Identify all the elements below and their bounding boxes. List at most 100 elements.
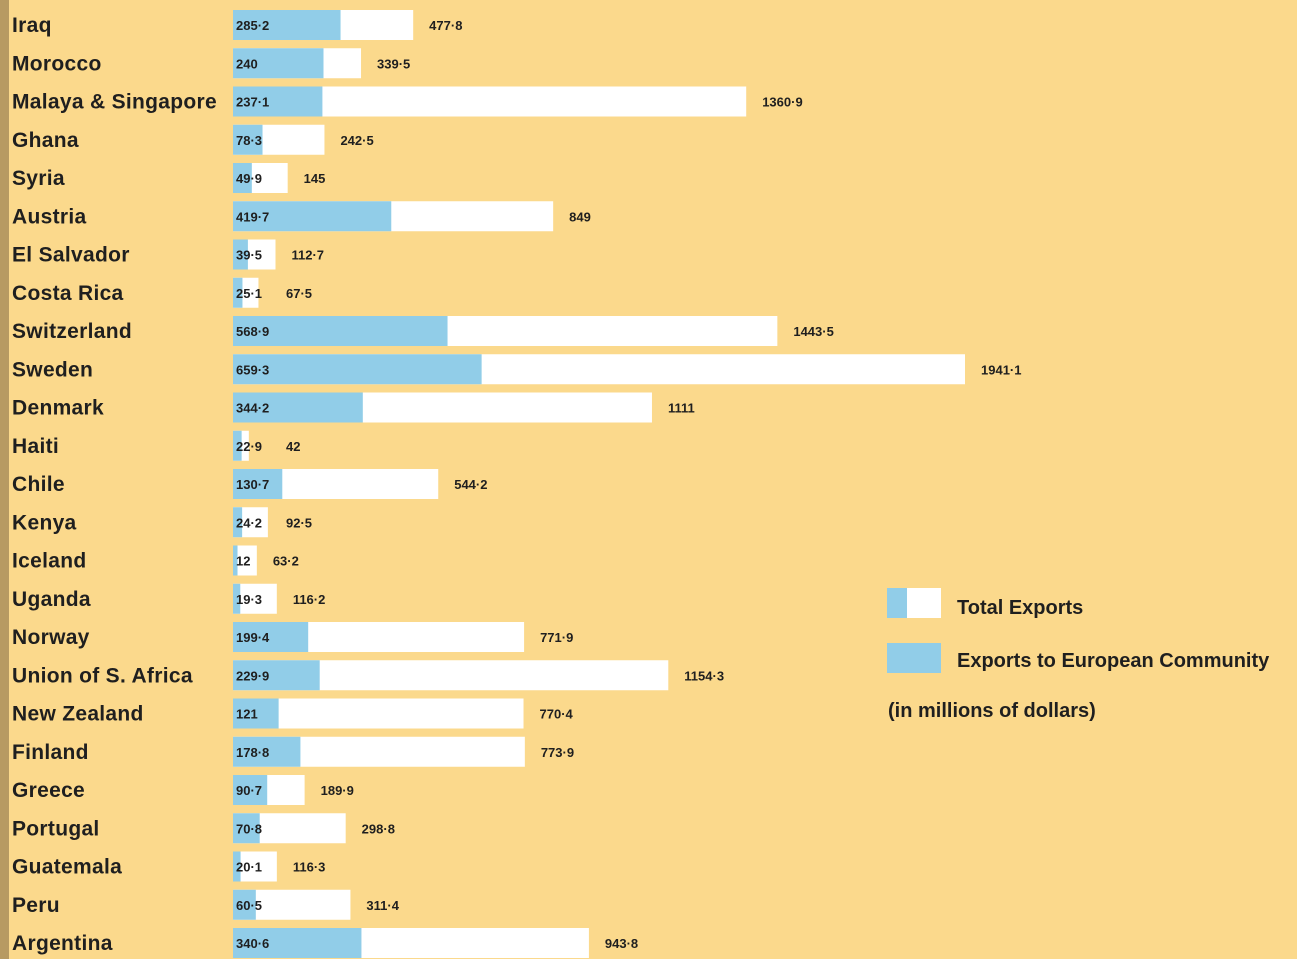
total-value-label: 1111 (668, 401, 695, 416)
ec-bar (233, 813, 260, 844)
category-label: Malaya & Singapore (12, 91, 217, 114)
total-value-label: 943·8 (605, 936, 638, 951)
ec-bar (233, 545, 238, 576)
ec-value-label: 39·5 (236, 248, 262, 263)
ec-bar (233, 239, 248, 270)
category-label: Peru (12, 894, 60, 917)
ec-value-label: 285·2 (236, 18, 269, 33)
ec-value-label: 25·1 (236, 286, 262, 301)
ec-value-label: 419·7 (236, 209, 269, 224)
ec-value-label: 568·9 (236, 324, 269, 339)
legend: Total Exports Exports to European Commun… (887, 588, 1270, 673)
ec-value-label: 240 (236, 56, 258, 71)
total-value-label: 773·9 (541, 745, 574, 760)
ec-value-label: 229·9 (236, 668, 269, 683)
total-value-label: 311·4 (366, 898, 399, 913)
ec-bar (233, 583, 241, 614)
ec-bar (233, 889, 256, 920)
ec-value-label: 178·8 (236, 745, 269, 760)
category-label: Portugal (12, 817, 100, 840)
total-bar (233, 545, 257, 576)
ec-value-label: 22·9 (236, 439, 262, 454)
ec-value-label: 60·5 (236, 898, 262, 913)
ec-bar (233, 469, 283, 499)
category-label: Uganda (12, 588, 91, 611)
total-value-label: 298·8 (362, 821, 395, 836)
total-value-label: 544·2 (454, 477, 487, 492)
ec-bar (233, 163, 252, 193)
category-label: Argentina (12, 932, 113, 955)
total-bar (233, 583, 277, 614)
legend-ec-swatch (887, 643, 941, 673)
ec-value-label: 659·3 (236, 362, 269, 377)
total-value-label: 477·8 (429, 18, 462, 33)
ec-value-label: 340·6 (236, 936, 269, 951)
ec-value-label: 12 (236, 554, 250, 569)
ec-bar (233, 354, 482, 385)
total-value-label: 1360·9 (762, 95, 802, 110)
category-label: Iraq (12, 14, 52, 37)
ec-value-label: 49·9 (236, 171, 262, 186)
ec-bar (233, 277, 243, 308)
legend-total-label: Total Exports (957, 597, 1083, 619)
ec-value-label: 237·1 (236, 95, 269, 110)
ec-bar (233, 48, 324, 79)
ec-bar (233, 392, 363, 423)
ec-value-label: 90·7 (236, 783, 262, 798)
total-value-label: 1941·1 (981, 362, 1021, 377)
ec-value-label: 121 (236, 707, 258, 722)
ec-bar (233, 430, 242, 461)
legend-total-swatch-ec-part (887, 588, 907, 618)
total-value-label: 242·5 (340, 133, 373, 148)
units-note: (in millions of dollars) (888, 700, 1096, 722)
category-label: Syria (12, 167, 65, 190)
ec-bar (233, 86, 323, 117)
total-value-label: 1154·3 (684, 668, 724, 683)
category-label: Haiti (12, 435, 59, 458)
total-value-label: 116·2 (293, 592, 326, 607)
ec-bar (233, 507, 243, 538)
ec-bar (233, 851, 241, 882)
category-label: Denmark (12, 397, 104, 420)
ec-value-label: 70·8 (236, 821, 262, 836)
total-value-label: 63·2 (273, 554, 299, 569)
ec-value-label: 130·7 (236, 477, 269, 492)
category-label: El Salvador (12, 244, 130, 267)
total-value-label: 339·5 (377, 56, 410, 71)
total-value-label: 1443·5 (793, 324, 833, 339)
ec-bar (233, 201, 392, 232)
total-value-label: 42 (286, 439, 300, 454)
ec-value-label: 78·3 (236, 133, 262, 148)
total-value-label: 112·7 (291, 248, 324, 263)
total-value-label: 116·3 (293, 860, 326, 875)
ec-bar (233, 775, 268, 805)
category-label: Morocco (12, 52, 102, 75)
ec-bar (233, 622, 309, 652)
category-label: Greece (12, 779, 85, 802)
ec-value-label: 19·3 (236, 592, 262, 607)
category-label: Austria (12, 205, 86, 228)
legend-ec-label: Exports to European Community (957, 650, 1270, 672)
category-label: Ghana (12, 129, 79, 152)
ec-bar (233, 660, 320, 691)
total-value-label: 771·9 (540, 630, 573, 645)
ec-bar (233, 736, 301, 767)
total-value-label: 189·9 (321, 783, 354, 798)
ec-bar (233, 316, 448, 346)
ec-value-label: 20·1 (236, 860, 262, 875)
category-label: Finland (12, 741, 89, 764)
category-label: Switzerland (12, 320, 132, 343)
ec-value-label: 24·2 (236, 515, 262, 530)
ec-value-label: 199·4 (236, 630, 270, 645)
ec-bar (233, 10, 341, 40)
total-value-label: 92·5 (286, 515, 312, 530)
ec-value-label: 344·2 (236, 401, 269, 416)
total-value-label: 145 (304, 171, 326, 186)
total-bar (233, 698, 524, 729)
total-value-label: 770·4 (540, 707, 574, 722)
category-label: Iceland (12, 550, 86, 573)
category-label: Union of S. Africa (12, 664, 193, 687)
ec-bar (233, 698, 279, 729)
ec-bar (233, 124, 263, 155)
